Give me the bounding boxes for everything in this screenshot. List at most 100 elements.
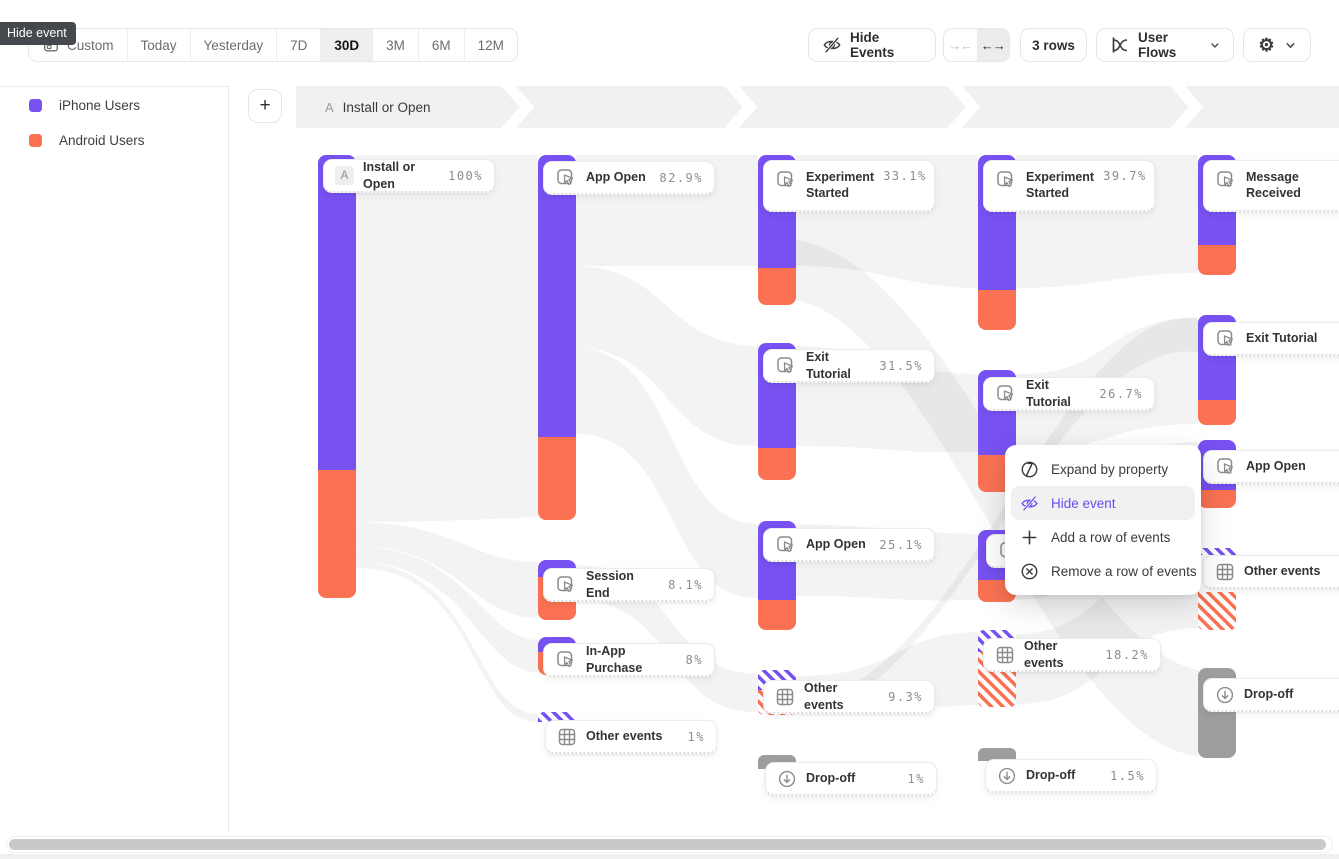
- flow-node-exit-tutorial[interactable]: Exit Tutorial 26.7%: [983, 377, 1155, 411]
- eye-off-icon: [822, 35, 842, 55]
- collapse-expand-control: →← ←→: [943, 28, 1010, 62]
- event-click-icon: [555, 167, 577, 189]
- event-click-icon: [775, 169, 797, 191]
- flow-bar-android[interactable]: [318, 470, 356, 598]
- android-color-swatch: [29, 134, 42, 147]
- flow-node-other-events[interactable]: Other events 9.3%: [763, 680, 935, 714]
- x-circle-icon: [1020, 562, 1039, 581]
- flow-node-exit-tutorial[interactable]: Exit Tutorial: [1203, 322, 1339, 356]
- menu-item-hide-event[interactable]: Hide event: [1011, 486, 1195, 520]
- flow-bar-iphone-hatched[interactable]: [538, 712, 576, 722]
- flow-bar-android[interactable]: [978, 290, 1016, 330]
- gear-icon: ⚙: [1258, 35, 1275, 55]
- chevron-down-icon: [1210, 40, 1220, 51]
- date-tab-30d[interactable]: 30D: [320, 29, 373, 61]
- flow-bar-iphone-hatched[interactable]: [1198, 548, 1236, 555]
- flow-bar-android[interactable]: [758, 448, 796, 480]
- flow-node-drop-off[interactable]: Drop-off 1%: [765, 762, 937, 796]
- drop-off-icon: [997, 766, 1017, 786]
- flow-bar-android[interactable]: [1198, 245, 1236, 275]
- sidebar-divider: [228, 86, 229, 832]
- flow-bar-android-hatched[interactable]: [1198, 592, 1236, 630]
- event-click-icon: [1215, 328, 1237, 350]
- page-bottom-edge: [0, 854, 1339, 859]
- legend-item-android[interactable]: Android Users: [29, 133, 145, 148]
- hide-event-tooltip: Hide event: [0, 22, 76, 45]
- flow-bar-android[interactable]: [758, 600, 796, 630]
- menu-item-remove-row-of-events[interactable]: Remove a row of events: [1011, 554, 1197, 588]
- rows-count-button[interactable]: 3 rows: [1020, 28, 1087, 62]
- grid-icon: [1215, 562, 1235, 582]
- expand-by-property-icon: [1020, 460, 1039, 479]
- event-click-icon: [775, 534, 797, 556]
- date-tab-custom[interactable]: Custom: [29, 29, 127, 61]
- eye-off-icon: [1020, 494, 1039, 513]
- grid-icon: [557, 727, 577, 747]
- path-header-strip[interactable]: A Install or Open: [296, 86, 1339, 128]
- event-click-icon: [995, 169, 1017, 191]
- date-tab-label: Custom: [67, 37, 114, 53]
- flow-bar-android[interactable]: [758, 268, 796, 305]
- grid-icon: [775, 687, 795, 707]
- flow-node-app-open[interactable]: App Open: [1203, 450, 1339, 484]
- flow-node-drop-off[interactable]: Drop-off: [1203, 678, 1339, 712]
- date-tab-7d[interactable]: 7D: [276, 29, 320, 61]
- flow-node-install-or-open[interactable]: A Install or Open 100%: [323, 159, 495, 193]
- event-click-icon: [1215, 169, 1237, 191]
- expand-columns-button[interactable]: ←→: [976, 29, 1009, 61]
- menu-item-expand-by-property[interactable]: Expand by property: [1011, 452, 1195, 486]
- horizontal-scrollbar-track[interactable]: [6, 836, 1333, 853]
- legend-item-iphone[interactable]: iPhone Users: [29, 98, 140, 113]
- date-tab-3m[interactable]: 3M: [372, 29, 418, 61]
- event-click-icon: [995, 383, 1017, 405]
- sidebar-top-divider: [0, 86, 228, 87]
- flow-node-other-events[interactable]: Other events 1%: [545, 720, 717, 754]
- user-flows-icon: [1110, 35, 1130, 55]
- flow-bar-android[interactable]: [1198, 400, 1236, 425]
- date-tab-yesterday[interactable]: Yesterday: [189, 29, 277, 61]
- path-step-a[interactable]: A Install or Open: [325, 99, 431, 115]
- drop-off-icon: [1215, 685, 1235, 705]
- plus-icon: +: [259, 95, 271, 116]
- flow-bar-iphone[interactable]: [318, 155, 356, 470]
- flow-node-in-app-purchase[interactable]: In-App Purchase 8%: [543, 643, 715, 677]
- date-tab-6m[interactable]: 6M: [417, 29, 464, 61]
- flow-node-app-open[interactable]: App Open 25.1%: [763, 528, 935, 562]
- menu-item-add-row-of-events[interactable]: Add a row of events: [1011, 520, 1195, 554]
- flow-node-other-events[interactable]: Other events: [1203, 555, 1339, 589]
- plus-icon: [1020, 528, 1039, 547]
- add-step-button[interactable]: +: [248, 89, 282, 123]
- grid-icon: [995, 645, 1015, 665]
- event-click-icon: [1215, 456, 1237, 478]
- hide-events-button[interactable]: Hide Events: [808, 28, 936, 62]
- flow-node-experiment-started[interactable]: Experiment Started 33.1%: [763, 160, 935, 212]
- flow-bar-android[interactable]: [1198, 490, 1236, 508]
- date-tab-today[interactable]: Today: [126, 29, 190, 61]
- flow-bar-android[interactable]: [538, 437, 576, 520]
- flow-node-message-received[interactable]: Message Received: [1203, 160, 1339, 212]
- collapse-columns-button[interactable]: →←: [948, 37, 973, 53]
- flow-node-exit-tutorial[interactable]: Exit Tutorial 31.5%: [763, 349, 935, 383]
- horizontal-scrollbar-thumb[interactable]: [9, 839, 1326, 850]
- iphone-color-swatch: [29, 99, 42, 112]
- flow-bar-iphone[interactable]: [538, 155, 576, 437]
- flow-node-session-end[interactable]: Session End 8.1%: [543, 568, 715, 602]
- date-tab-12m[interactable]: 12M: [463, 29, 517, 61]
- drop-off-icon: [777, 769, 797, 789]
- flow-node-app-open[interactable]: App Open 82.9%: [543, 161, 715, 195]
- flow-node-other-events[interactable]: Other events 18.2%: [983, 638, 1161, 672]
- chevron-separators: [501, 86, 1204, 128]
- settings-dropdown-button[interactable]: ⚙: [1243, 28, 1311, 62]
- flow-bar-dropoff[interactable]: [978, 748, 1016, 761]
- view-selector-dropdown[interactable]: User Flows: [1096, 28, 1234, 62]
- chevron-down-icon: [1285, 40, 1296, 51]
- event-click-icon: [555, 574, 577, 596]
- event-click-icon: [775, 355, 797, 377]
- flow-node-drop-off[interactable]: Drop-off 1.5%: [985, 759, 1157, 793]
- step-a-badge: A: [335, 166, 354, 185]
- flow-node-experiment-started[interactable]: Experiment Started 39.7%: [983, 160, 1155, 212]
- node-context-menu: Expand by property Hide event Add a row …: [1005, 445, 1201, 595]
- date-range-control: Custom Today Yesterday 7D 30D 3M 6M 12M: [28, 28, 518, 62]
- event-click-icon: [555, 649, 577, 671]
